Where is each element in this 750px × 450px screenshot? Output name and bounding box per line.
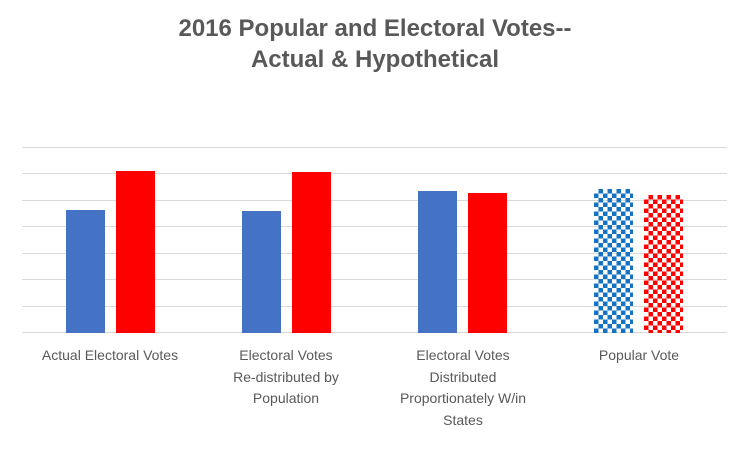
baseline-gridline [22,332,727,333]
bar-blue-category-4-checker [594,189,633,333]
chart-title-line1: 2016 Popular and Electoral Votes-- [178,15,572,42]
bar-red-category-1 [116,171,155,333]
bar-blue-category-3 [418,191,457,333]
category-label-2: Electoral Votes Re-distributed by Popula… [233,347,339,406]
bar-red-category-3 [468,193,507,333]
category-label-1: Actual Electoral Votes [41,347,179,363]
gridline [22,173,727,174]
bar-blue-category-1 [66,210,105,333]
x-axis-labels: Actual Electoral Votes Electoral Votes Re… [22,345,727,440]
bar-red-category-4-checker [644,195,683,333]
plot-area [22,147,727,333]
gridline [22,253,727,254]
gridline [22,306,727,307]
gridline [22,226,727,227]
category-label-3: Electoral Votes Distributed Proportionat… [399,347,527,428]
gridline [22,147,727,148]
chart-title: 2016 Popular and Electoral Votes-- Actua… [0,13,750,75]
gridline [22,200,727,201]
chart-title-line2: Actual & Hypothetical [250,46,500,73]
gridline [22,279,727,280]
bar-blue-category-2 [242,211,281,333]
category-label-4: Popular Vote [598,347,680,363]
bar-red-category-2 [292,172,331,333]
